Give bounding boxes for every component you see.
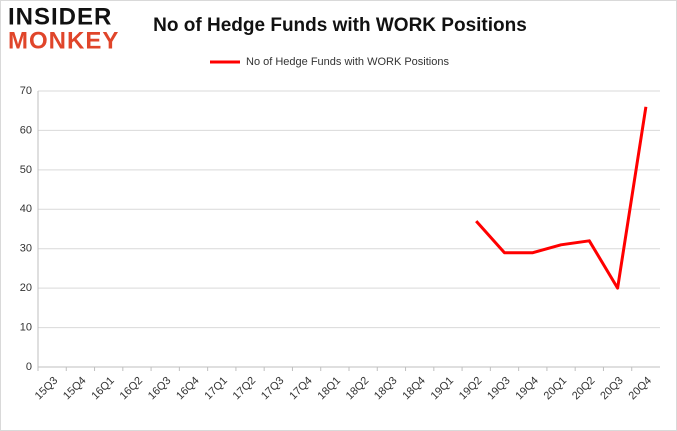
logo-top: INSIDER (8, 3, 112, 30)
y-tick-label: 50 (20, 164, 32, 176)
chart-title: No of Hedge Funds with WORK Positions (153, 15, 527, 36)
logo-bottom: MONKEY (8, 27, 119, 54)
y-tick-label: 60 (20, 124, 32, 136)
legend-label: No of Hedge Funds with WORK Positions (246, 56, 449, 68)
y-tick-label: 10 (20, 321, 32, 333)
series-line (475, 106, 648, 290)
y-tick-label: 30 (20, 243, 32, 255)
y-tick-label: 40 (20, 203, 32, 215)
y-tick-label: 20 (20, 282, 32, 294)
y-tick-label: 70 (20, 85, 32, 97)
y-tick-label: 0 (26, 361, 32, 373)
